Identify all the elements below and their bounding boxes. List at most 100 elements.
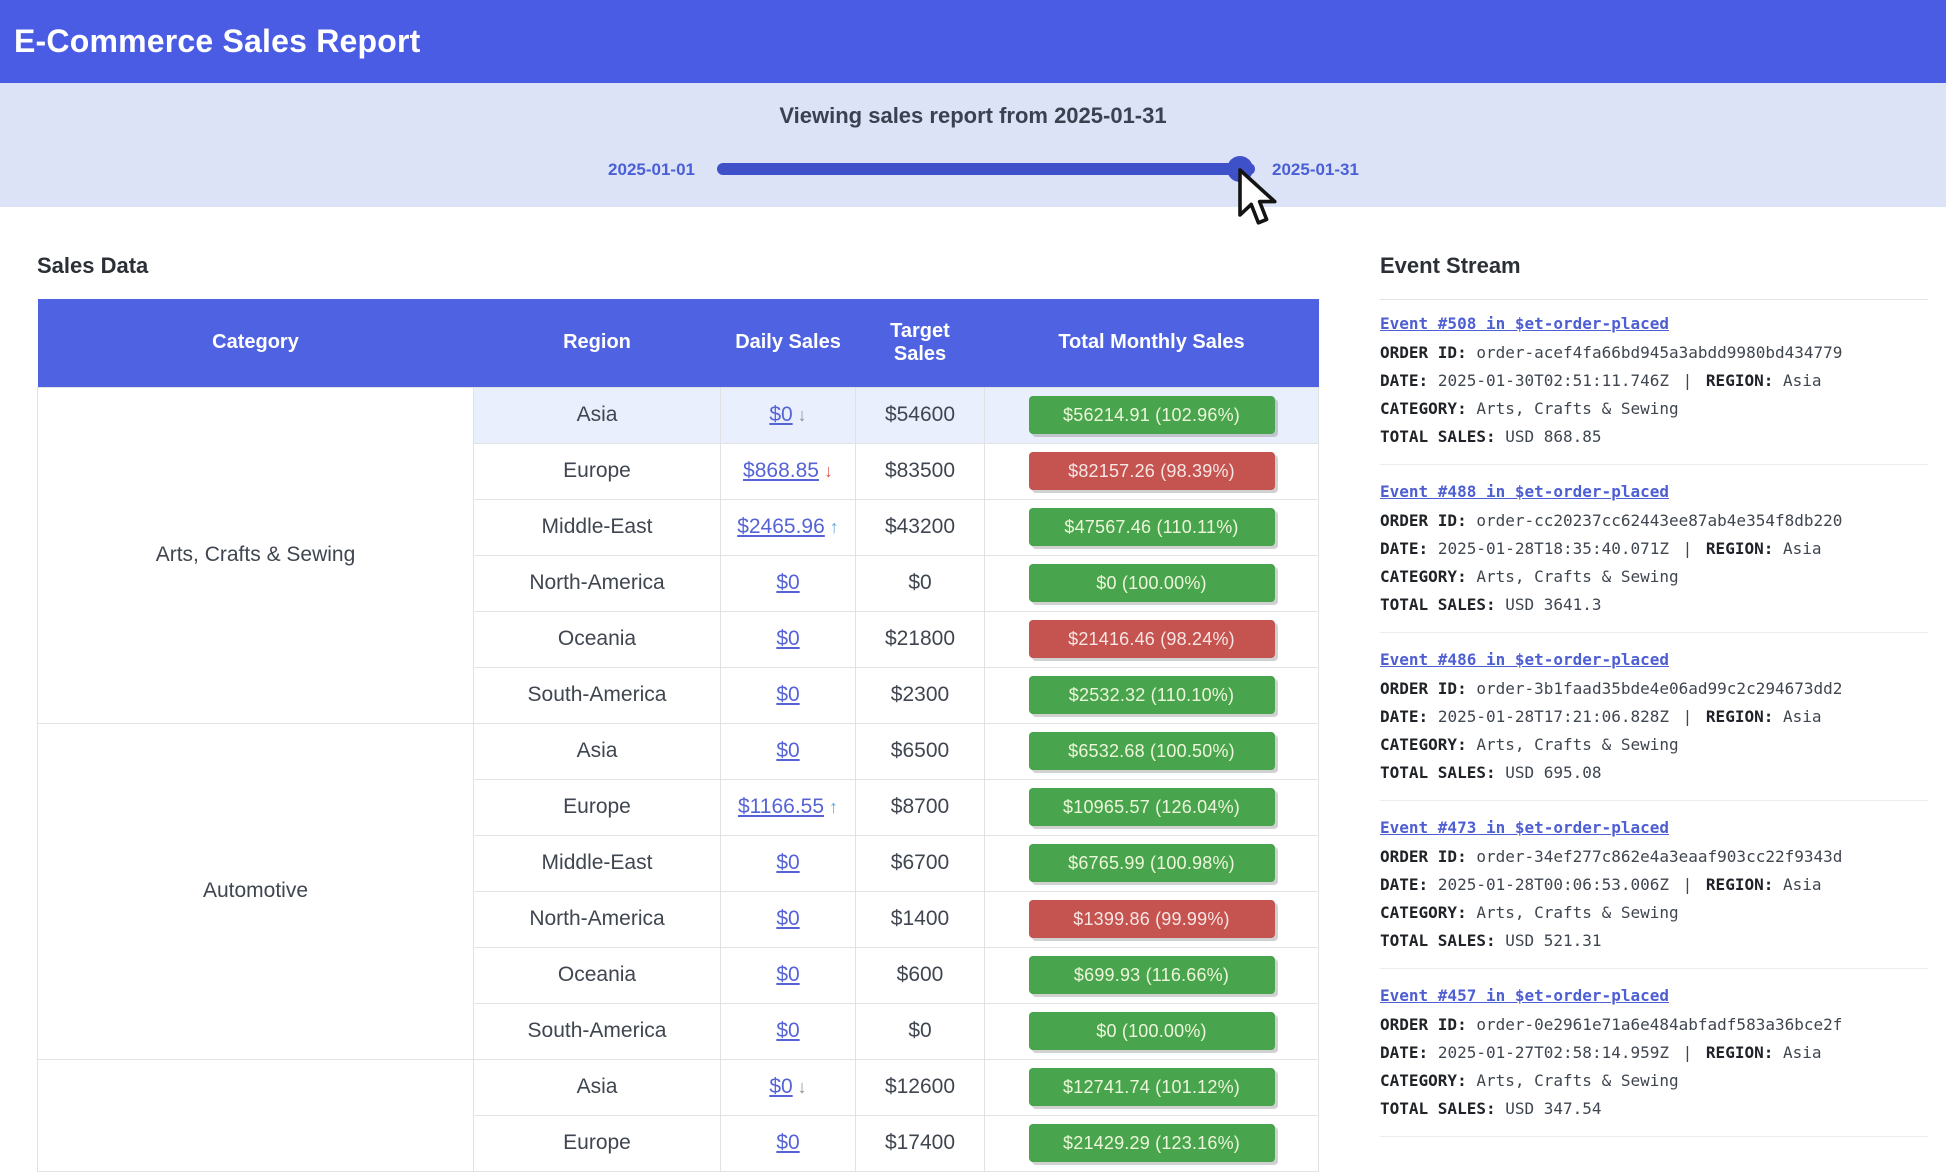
event-detail-line: TOTAL SALES: USD 347.54 (1380, 1099, 1602, 1118)
table-row: Europe $1166.55 ↑ $8700 $10965.57 (126.04%) (38, 778, 1319, 836)
date-slider-thumb[interactable] (1227, 156, 1253, 182)
monthly-sales-cell: $6532.68 (100.50%) (984, 722, 1319, 780)
daily-sales-link[interactable]: $0 (776, 1131, 800, 1154)
category-cell: Arts, Crafts & Sewing (37, 386, 474, 724)
daily-sales-link[interactable]: $868.85 (743, 459, 819, 482)
daily-sales-cell: $1166.55 ↑ (720, 778, 856, 836)
table-row: North-America $0 $0 $0 (100.00%) (38, 554, 1319, 612)
daily-sales-cell: $0 (720, 834, 856, 892)
region-cell: Middle-East (473, 834, 721, 892)
daily-sales-link[interactable]: $0 (776, 963, 800, 986)
table-row: Automotive Asia $0 $6500 $6532.68 (100.50%) (37, 722, 1319, 1060)
page-title: E-Commerce Sales Report (14, 23, 421, 59)
daily-sales-link[interactable]: $0 (776, 627, 800, 650)
date-slider[interactable] (717, 156, 1255, 182)
monthly-sales-cell: $82157.26 (98.39%) (984, 442, 1319, 500)
monthly-sales-cell: $21429.29 (123.16%) (984, 1114, 1319, 1172)
category-cell: Automotive (37, 722, 474, 1060)
event-detail-line: ORDER ID: order-acef4fa66bd945a3abdd9980… (1380, 343, 1843, 362)
daily-sales-link[interactable]: $0 (769, 1075, 793, 1098)
table-row: North-America $0 $1400 $1399.86 (99.99%) (38, 890, 1319, 948)
daily-sales-link[interactable]: $0 (776, 851, 800, 874)
category-cell (37, 1058, 474, 1172)
region-cell: Asia (473, 1058, 721, 1116)
event-detail-line: DATE: 2025-01-28T18:35:40.071Z | REGION:… (1380, 539, 1822, 558)
monthly-sales-badge: $21416.46 (98.24%) (1028, 620, 1275, 658)
slider-start-label: 2025-01-01 (608, 160, 695, 179)
daily-sales-cell: $0 (720, 554, 856, 612)
daily-sales-link[interactable]: $0 (776, 683, 800, 706)
monthly-sales-badge: $56214.91 (102.96%) (1028, 396, 1275, 434)
event-detail-line: DATE: 2025-01-27T02:58:14.959Z | REGION:… (1380, 1043, 1822, 1062)
event-link[interactable]: Event #457 in $et-order-placed (1380, 986, 1669, 1005)
event-item: Event #488 in $et-order-placed ORDER ID: … (1380, 482, 1928, 633)
daily-sales-link[interactable]: $0 (776, 571, 800, 594)
event-item: Event #508 in $et-order-placed ORDER ID: … (1380, 314, 1928, 465)
daily-sales-link[interactable]: $0 (776, 1019, 800, 1042)
trend-up-icon: ↑ (829, 797, 839, 817)
event-link[interactable]: Event #473 in $et-order-placed (1380, 818, 1669, 837)
event-detail-line: CATEGORY: Arts, Crafts & Sewing (1380, 399, 1679, 418)
column-header-target-sales: Target Sales (855, 299, 985, 387)
column-header-total-monthly-sales: Total Monthly Sales (984, 299, 1319, 387)
monthly-sales-badge: $21429.29 (123.16%) (1028, 1124, 1275, 1162)
monthly-sales-badge: $0 (100.00%) (1028, 564, 1275, 602)
monthly-sales-badge: $0 (100.00%) (1028, 1012, 1275, 1050)
column-header-category: Category (37, 299, 474, 387)
trend-up-icon: ↑ (829, 517, 839, 537)
region-cell: Asia (473, 722, 721, 780)
region-cell: Oceania (473, 610, 721, 668)
target-sales-cell: $6500 (855, 722, 985, 780)
sales-table-header: Category Region Daily Sales Target Sales… (37, 299, 1319, 387)
target-sales-cell: $21800 (855, 610, 985, 668)
trend-down-icon: ↓ (797, 405, 807, 425)
monthly-sales-badge: $47567.46 (110.11%) (1028, 508, 1275, 546)
region-cell: Europe (473, 1114, 721, 1172)
region-cell: Asia (473, 386, 721, 444)
event-detail-line: ORDER ID: order-3b1faad35bde4e06ad99c2c2… (1380, 679, 1843, 698)
event-stream-heading: Event Stream (1380, 253, 1521, 278)
daily-sales-link[interactable]: $0 (776, 907, 800, 930)
daily-sales-link[interactable]: $1166.55 (737, 795, 825, 818)
target-sales-cell: $17400 (855, 1114, 985, 1172)
monthly-sales-badge: $82157.26 (98.39%) (1028, 452, 1275, 490)
event-link[interactable]: Event #508 in $et-order-placed (1380, 314, 1669, 333)
daily-sales-cell: $0 (720, 610, 856, 668)
target-sales-cell: $0 (855, 554, 985, 612)
target-sales-cell: $2300 (855, 666, 985, 724)
event-link[interactable]: Event #486 in $et-order-placed (1380, 650, 1669, 669)
daily-sales-cell: $0 (720, 666, 856, 724)
monthly-sales-badge: $6765.99 (100.98%) (1028, 844, 1275, 882)
daily-sales-cell: $0 (720, 1114, 856, 1172)
region-cell: Europe (473, 778, 721, 836)
slider-end-label: 2025-01-31 (1272, 160, 1359, 179)
monthly-sales-cell: $6765.99 (100.98%) (984, 834, 1319, 892)
monthly-sales-cell: $699.93 (116.66%) (984, 946, 1319, 1004)
sales-data-panel: Sales Data Category Region Daily Sales T… (37, 253, 1319, 1172)
event-stream-panel: Event Stream Event #508 in $et-order-pla… (1318, 253, 1946, 1172)
table-row: Middle-East $2465.96 ↑ $43200 $47567.46 (110… (38, 498, 1319, 556)
daily-sales-link[interactable]: $0 (776, 739, 800, 762)
region-cell: South-America (473, 666, 721, 724)
date-filter-banner: Viewing sales report from 2025-01-31 202… (0, 83, 1946, 207)
daily-sales-link[interactable]: $2465.96 (737, 515, 825, 538)
target-sales-cell: $6700 (855, 834, 985, 892)
event-link[interactable]: Event #488 in $et-order-placed (1380, 482, 1669, 501)
monthly-sales-cell: $56214.91 (102.96%) (984, 386, 1319, 444)
target-sales-cell: $83500 (855, 442, 985, 500)
sales-table: Category Region Daily Sales Target Sales… (37, 299, 1319, 1172)
event-detail-line: CATEGORY: Arts, Crafts & Sewing (1380, 903, 1679, 922)
region-cell: Europe (473, 442, 721, 500)
event-detail-line: DATE: 2025-01-30T02:51:11.746Z | REGION:… (1380, 371, 1822, 390)
table-row: South-America $0 $2300 $2532.32 (110.10%) (38, 666, 1319, 724)
event-item: Event #457 in $et-order-placed ORDER ID: … (1380, 986, 1928, 1137)
daily-sales-cell: $0 (720, 722, 856, 780)
event-detail-line: ORDER ID: order-cc20237cc62443ee87ab4e35… (1380, 511, 1843, 530)
target-sales-cell: $8700 (855, 778, 985, 836)
target-sales-cell: $1400 (855, 890, 985, 948)
event-item: Event #473 in $et-order-placed ORDER ID: … (1380, 818, 1928, 969)
table-row: South-America $0 $0 $0 (100.00%) (38, 1002, 1319, 1060)
monthly-sales-cell: $0 (100.00%) (984, 554, 1319, 612)
daily-sales-link[interactable]: $0 (769, 403, 793, 426)
